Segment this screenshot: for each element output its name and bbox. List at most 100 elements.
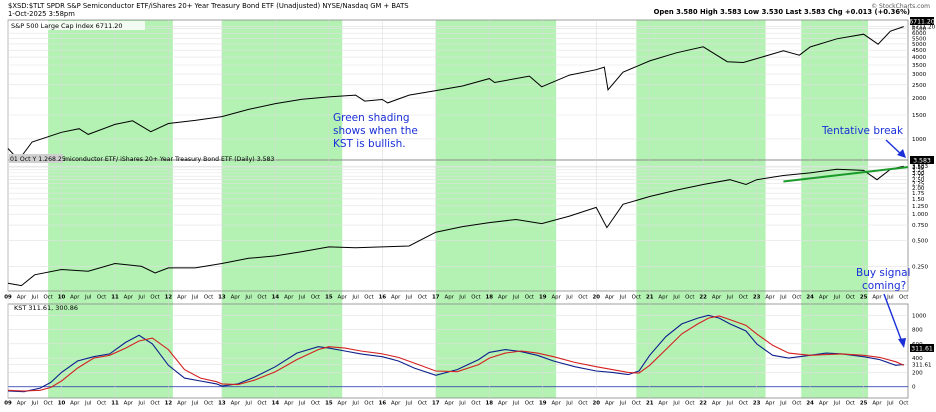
y-tick-label-p0-9: 2500	[912, 83, 927, 89]
x-tick-label-kst-0: 09	[4, 401, 12, 407]
x-tick-label-mid-67: Oct	[899, 295, 908, 301]
x-tick-label-kst-3: Oct	[43, 401, 52, 407]
x-tick-label-kst-32: 17	[432, 401, 440, 407]
shading-note-line-2: shows when the	[333, 125, 418, 137]
x-tick-label-kst-65: Apr	[872, 401, 882, 407]
y-tick-label-p2-5: 200	[912, 370, 923, 376]
x-tick-label-kst-50: Jul	[672, 401, 680, 407]
x-tick-label-kst-45: Apr	[605, 401, 615, 407]
x-tick-label-mid-63: Oct	[846, 295, 855, 301]
x-tick-label-kst-7: Oct	[97, 401, 106, 407]
bullish-period-2	[435, 20, 557, 398]
x-tick-label-kst-10: Jul	[137, 401, 145, 407]
buy-signal-label-line-1: Buy signal	[856, 267, 910, 279]
x-tick-label-mid-4: 10	[58, 295, 66, 301]
x-tick-label-mid-6: Jul	[84, 295, 92, 301]
shading-note: Green shading shows when the KST is bull…	[333, 112, 418, 150]
x-tick-label-mid-57: Apr	[765, 295, 775, 301]
x-tick-label-mid-1: Apr	[17, 295, 27, 301]
x-tick-label-mid-3: Oct	[43, 295, 52, 301]
x-tick-label-mid-22: Jul	[298, 295, 306, 301]
x-tick-label-mid-17: Apr	[231, 295, 241, 301]
x-tick-label-kst-67: Oct	[899, 401, 908, 407]
x-tick-label-kst-19: Oct	[257, 401, 266, 407]
chart-header-date: 1-Oct-2025 3:58pm	[8, 10, 75, 18]
x-tick-label-kst-49: Apr	[658, 401, 668, 407]
x-tick-label-mid-45: Apr	[605, 295, 615, 301]
stockcharts-brand: © StockCharts.com	[871, 3, 930, 10]
y-tick-label-p2-6: 0	[912, 385, 916, 391]
x-tick-label-kst-48: 21	[646, 401, 654, 407]
x-tick-label-mid-51: Oct	[685, 295, 694, 301]
x-tick-label-mid-31: Oct	[418, 295, 427, 301]
x-tick-label-kst-6: Jul	[84, 401, 92, 407]
x-tick-label-kst-2: Jul	[30, 401, 38, 407]
y-tick-label-p0-4: 5000	[912, 42, 927, 48]
y-tick-label-p2-3: 400	[912, 356, 923, 362]
kst-last-value: 311.61	[911, 346, 933, 353]
y-tick-label-p0-2: 6000	[912, 31, 927, 37]
y-tick-label-p1-4: 2.75	[912, 174, 925, 180]
y-tick-label-p0-8: 3000	[912, 72, 927, 78]
x-tick-label-mid-59: Oct	[792, 295, 801, 301]
y-tick-label-p2-1: 800	[912, 328, 923, 334]
x-tick-label-kst-11: Oct	[150, 401, 159, 407]
x-tick-label-kst-37: Apr	[498, 401, 508, 407]
mid-panel-legend: miconductor ETF/ iShares 20+ Year Treasu…	[64, 156, 274, 163]
mid-legend-date-box	[9, 154, 63, 163]
x-tick-label-mid-32: 17	[432, 295, 440, 301]
x-tick-label-kst-12: 12	[165, 401, 173, 407]
x-tick-label-kst-55: Oct	[739, 401, 748, 407]
x-tick-label-kst-29: Apr	[391, 401, 401, 407]
x-tick-label-kst-34: Jul	[458, 401, 466, 407]
y-tick-label-p1-3: 3.00	[912, 171, 925, 177]
mid-last-value: 3.583	[913, 158, 931, 165]
x-tick-label-mid-46: Jul	[619, 295, 627, 301]
x-tick-label-mid-42: Jul	[565, 295, 573, 301]
tentative-break-arrow	[885, 139, 906, 158]
x-tick-label-mid-49: Apr	[658, 295, 668, 301]
x-tick-label-kst-40: 19	[539, 401, 547, 407]
x-tick-label-kst-52: 22	[699, 401, 707, 407]
x-tick-label-mid-58: Jul	[779, 295, 787, 301]
y-tick-label-p0-10: 2000	[912, 96, 927, 102]
sp500-line	[7, 26, 904, 161]
y-tick-label-p0-11: 1500	[912, 113, 927, 119]
x-tick-label-kst-58: Jul	[779, 401, 787, 407]
x-tick-label-mid-14: Jul	[191, 295, 199, 301]
bullish-shading-layer	[48, 20, 869, 398]
x-tick-label-kst-35: Oct	[471, 401, 480, 407]
x-tick-label-kst-47: Oct	[632, 401, 641, 407]
x-tick-label-mid-54: Jul	[726, 295, 734, 301]
x-tick-label-kst-42: Jul	[565, 401, 573, 407]
y-tick-label-p0-7: 3500	[912, 63, 927, 69]
x-tick-label-mid-66: Jul	[886, 295, 894, 301]
shading-note-line-3: KST is bullish.	[333, 138, 406, 150]
x-tick-label-mid-16: 13	[218, 295, 226, 301]
bullish-period-4	[801, 20, 869, 398]
x-tick-label-mid-48: 21	[646, 295, 654, 301]
x-axis-labels: 0909AprAprJulJulOctOct1010AprAprJulJulOc…	[4, 295, 908, 407]
x-tick-label-kst-38: Jul	[512, 401, 520, 407]
x-tick-label-kst-5: Apr	[70, 401, 80, 407]
top-last-value-box	[910, 17, 934, 25]
y-tick-label-p1-2: 3.25	[912, 168, 925, 174]
x-tick-label-kst-15: Oct	[204, 401, 213, 407]
x-tick-label-mid-7: Oct	[97, 295, 106, 301]
x-tick-label-mid-19: Oct	[257, 295, 266, 301]
x-tick-label-kst-36: 18	[486, 401, 494, 407]
y-tick-label-p1-10: 1.250	[912, 204, 928, 210]
x-tick-label-mid-24: 15	[325, 295, 333, 301]
x-tick-label-kst-8: 11	[111, 401, 119, 407]
grid-layer	[7, 20, 908, 398]
x-tick-label-kst-63: Oct	[846, 401, 855, 407]
y-tick-label-p0-3: 5500	[912, 36, 927, 42]
top-legend-box	[9, 21, 145, 30]
x-tick-label-kst-18: Jul	[244, 401, 252, 407]
x-tick-label-mid-29: Apr	[391, 295, 401, 301]
x-tick-label-mid-12: 12	[165, 295, 173, 301]
x-tick-label-kst-24: 15	[325, 401, 333, 407]
x-tick-label-mid-55: Oct	[739, 295, 748, 301]
bullish-period-0	[48, 20, 173, 398]
x-tick-label-mid-60: 24	[806, 295, 814, 301]
